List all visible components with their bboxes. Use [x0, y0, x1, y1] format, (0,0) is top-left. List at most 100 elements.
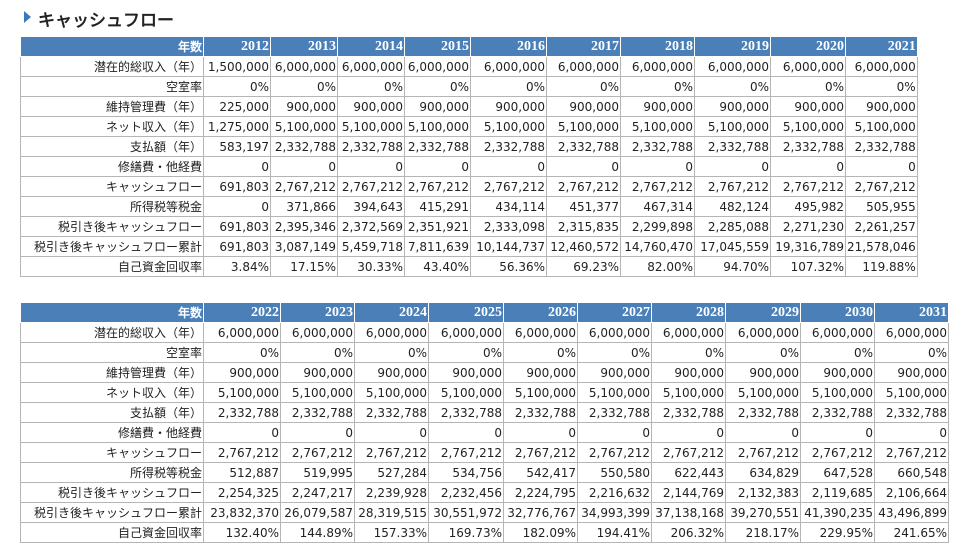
cell: 0 [546, 156, 621, 177]
data-row: 維持管理費（年） 900,000 900,000 900,000 900,000 900,… [20, 362, 949, 383]
cell: 2,332,788 [577, 402, 652, 423]
cell: 2,372,569 [337, 216, 405, 237]
data-row: 所得税等税金 512,887 519,995 527,284 534,756 542,41… [20, 462, 949, 483]
cell: 17,045,559 [694, 236, 771, 257]
row-label: 所得税等税金 [20, 462, 204, 483]
cell: 225,000 [203, 96, 271, 117]
cell: 6,000,000 [203, 322, 281, 343]
cell: 6,000,000 [694, 56, 771, 77]
cell: 900,000 [845, 96, 918, 117]
cell: 2,767,212 [770, 176, 846, 197]
data-row: ネット収入（年） 1,275,000 5,100,000 5,100,000 5,100… [20, 116, 918, 137]
cell: 206.32% [651, 522, 726, 543]
cell: 39,270,551 [725, 502, 801, 523]
cell: 900,000 [270, 96, 338, 117]
cell: 2,285,088 [694, 216, 771, 237]
cell: 6,000,000 [546, 56, 621, 77]
cell: 0% [404, 76, 471, 97]
cell: 0 [651, 422, 726, 443]
cell: 6,000,000 [337, 56, 405, 77]
row-label: 潜在的総収入（年） [20, 56, 204, 77]
cell: 512,887 [203, 462, 281, 483]
cell: 434,114 [470, 196, 547, 217]
cell: 157.33% [354, 522, 429, 543]
cell: 2,332,788 [337, 136, 405, 157]
data-row: 支払額（年） 2,332,788 2,332,788 2,332,788 2,332,7… [20, 402, 949, 423]
cell: 900,000 [546, 96, 621, 117]
cell: 5,100,000 [800, 382, 875, 403]
row-label: 維持管理費（年） [20, 362, 204, 383]
year-header: 2014 [337, 36, 405, 57]
cell: 6,000,000 [725, 322, 801, 343]
cell: 900,000 [503, 362, 578, 383]
cell: 2,332,788 [503, 402, 578, 423]
cell: 6,000,000 [354, 322, 429, 343]
cell: 900,000 [354, 362, 429, 383]
cell: 5,100,000 [845, 116, 918, 137]
cell: 2,332,788 [280, 402, 355, 423]
cell: 107.32% [770, 256, 846, 277]
cell: 14,760,470 [620, 236, 695, 257]
cell: 2,332,788 [770, 136, 846, 157]
data-row: 空室率 0% 0% 0% 0% 0% 0% 0% 0% 0% 0% [20, 342, 949, 363]
year-header: 2023 [280, 302, 355, 323]
data-row: 自己資金回収率 132.40% 144.89% 157.33% 169.73% 182.0… [20, 522, 949, 543]
cell: 900,000 [428, 362, 504, 383]
cell: 2,767,212 [354, 442, 429, 463]
cell: 2,767,212 [428, 442, 504, 463]
cell: 5,100,000 [725, 382, 801, 403]
cell: 5,100,000 [874, 382, 949, 403]
cell: 900,000 [203, 362, 281, 383]
cell: 6,000,000 [270, 56, 338, 77]
cell: 7,811,639 [404, 236, 471, 257]
cell: 0 [337, 156, 405, 177]
cell: 2,261,257 [845, 216, 918, 237]
row-label: 税引き後キャッシュフロー [20, 482, 204, 503]
row-label: 修繕費・他経費 [20, 422, 204, 443]
year-header: 2026 [503, 302, 578, 323]
cell: 144.89% [280, 522, 355, 543]
cell: 2,332,788 [546, 136, 621, 157]
data-row: キャッシュフロー 691,803 2,767,212 2,767,212 2,767,2… [20, 176, 918, 197]
cell: 34,993,399 [577, 502, 652, 523]
cell: 0 [354, 422, 429, 443]
cell: 19,316,789 [770, 236, 846, 257]
cell: 0 [404, 156, 471, 177]
cell: 0 [725, 422, 801, 443]
year-header: 2028 [651, 302, 726, 323]
cell: 5,100,000 [577, 382, 652, 403]
data-row: 空室率 0% 0% 0% 0% 0% 0% 0% 0% 0% 0% [20, 76, 918, 97]
cell: 30.33% [337, 256, 405, 277]
cell: 0% [203, 76, 271, 97]
cell: 2,332,788 [620, 136, 695, 157]
cell: 6,000,000 [770, 56, 846, 77]
cell: 2,332,788 [270, 136, 338, 157]
cell: 900,000 [874, 362, 949, 383]
cell: 32,776,767 [503, 502, 578, 523]
cell: 0% [620, 76, 695, 97]
cell: 691,803 [203, 176, 271, 197]
cell: 691,803 [203, 216, 271, 237]
cell: 2,767,212 [470, 176, 547, 197]
cell: 2,332,788 [404, 136, 471, 157]
cell: 542,417 [503, 462, 578, 483]
row-label: 支払額（年） [20, 402, 204, 423]
cell: 900,000 [694, 96, 771, 117]
cell: 0 [620, 156, 695, 177]
data-row: 税引き後キャッシュフロー累計 23,832,370 26,079,587 28,319… [20, 502, 949, 523]
cell: 5,100,000 [694, 116, 771, 137]
cell: 2,767,212 [503, 442, 578, 463]
cell: 2,767,212 [725, 442, 801, 463]
cell: 21,578,046 [845, 236, 918, 257]
cell: 2,239,928 [354, 482, 429, 503]
row-label: キャッシュフロー [20, 176, 204, 197]
cell: 0 [203, 422, 281, 443]
cell: 0% [651, 342, 726, 363]
row-label: 税引き後キャッシュフロー累計 [20, 502, 204, 523]
cell: 41,390,235 [800, 502, 875, 523]
year-header: 2012 [203, 36, 271, 57]
cell: 0 [203, 156, 271, 177]
cell: 583,197 [203, 136, 271, 157]
row-label: ネット収入（年） [20, 116, 204, 137]
